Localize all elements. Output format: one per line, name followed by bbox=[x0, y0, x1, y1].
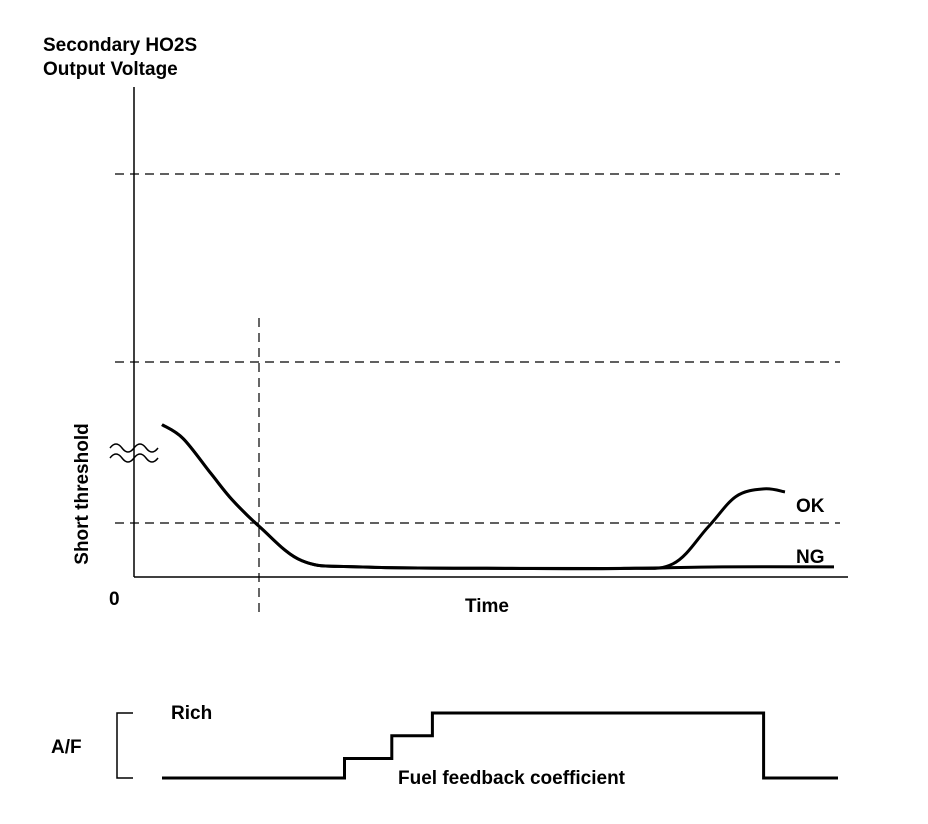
x-axis-label: Time bbox=[465, 596, 509, 617]
af-axis-label: A/F bbox=[51, 737, 82, 758]
fuel-feedback-line bbox=[162, 711, 838, 780]
series-ok-line bbox=[161, 423, 786, 571]
series-ng-line bbox=[161, 423, 835, 571]
origin-label: 0 bbox=[109, 589, 120, 610]
series-ok-label: OK bbox=[796, 496, 825, 517]
chart-title-line-1: Secondary HO2S bbox=[43, 35, 197, 56]
axis-break-upper bbox=[109, 443, 159, 453]
axis-break-lower bbox=[109, 453, 159, 463]
rich-label: Rich bbox=[171, 703, 212, 724]
af-bracket bbox=[116, 712, 133, 779]
chart-title-line-2: Output Voltage bbox=[43, 59, 178, 80]
y-axis-label: Short threshold bbox=[72, 423, 93, 564]
series-ng-label: NG bbox=[796, 547, 825, 568]
fuel-feedback-label: Fuel feedback coefficient bbox=[398, 768, 626, 789]
